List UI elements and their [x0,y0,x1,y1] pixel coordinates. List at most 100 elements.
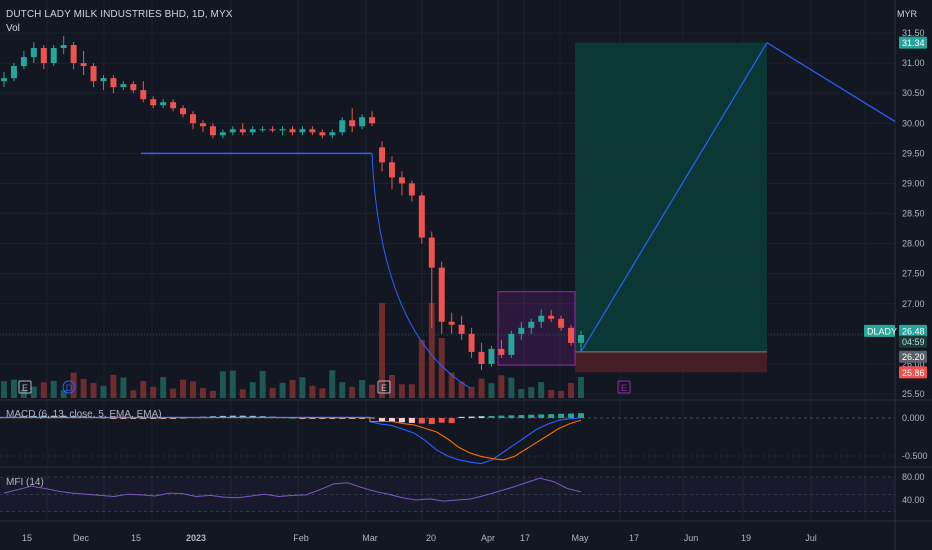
earnings-marker[interactable]: E [617,380,631,394]
volume-bar [1,381,7,398]
volume-bar [408,384,415,398]
volume-bar [30,386,37,398]
candle-body [438,267,445,322]
volume-bar [488,383,495,398]
time-label: 17 [520,533,530,543]
macd-histogram-bar [299,418,306,419]
earnings-marker[interactable]: E [377,380,391,394]
price-tick-label: 27.00 [902,299,925,309]
candle-body [160,102,167,106]
macd-label[interactable]: MACD (6, 13, close, 5, EMA, EMA) [6,409,162,420]
macd-histogram-bar [408,418,415,423]
volume-bar [339,382,346,398]
candle-body [398,177,405,184]
projection-down-line[interactable] [766,42,896,122]
volume-bar [269,387,276,398]
target-price-badge-text: 31.34 [902,38,925,48]
macd-histogram-bar [150,418,157,419]
macd-histogram-bar [329,418,336,419]
currency-label: MYR [897,9,917,19]
candle-body [150,99,157,106]
price-axis[interactable]: 31.50 31.00 30.50 30.00 29.50 29.00 28.50 28.00… [902,28,928,505]
volume-bar [219,371,226,398]
macd-histogram-bar [309,418,316,419]
candle-body [180,108,187,115]
volume-bar [10,379,17,398]
time-label: Feb [293,533,309,543]
macd-histogram-bar [339,418,346,419]
stop-zone[interactable] [575,351,767,373]
candle-body [229,129,236,133]
macd-histogram-bar [349,418,356,419]
candle-body [269,129,276,131]
candle-body [130,84,137,91]
projection-up-line[interactable] [580,42,768,353]
volume-bar [289,379,296,398]
entry-price-badge: 26.20 [899,350,927,363]
earnings-marker-frame [18,380,32,394]
price-tick-label: 26.00 [902,359,925,369]
stop-price-badge-text: 25.86 [902,368,925,378]
candle-body [528,321,535,328]
entry-price-badge-text: 26.20 [902,352,925,362]
volume-bar [239,389,246,398]
volume-bar [349,386,356,398]
volume-bar [578,377,584,398]
candle-body [100,78,107,82]
price-tick-label: 30.50 [902,88,925,98]
earnings-marker-text: E [621,383,627,393]
price-tick-label: 28.00 [902,239,925,249]
last-price-badge-text: 26.48 [902,326,925,336]
mfi-line [3,477,582,502]
volume-bar [428,303,435,398]
arc-curve[interactable] [371,153,471,389]
symbol-title[interactable]: DUTCH LADY MILK INDUSTRIES BHD, 1D, MYX [6,9,233,20]
drawings-layer[interactable] [497,42,767,373]
candle-body [90,66,97,82]
candle-body [498,348,505,355]
candle-body [259,129,266,131]
consolidation-box[interactable] [497,291,576,366]
price-tick-label: 31.00 [902,58,925,68]
candle-body [418,195,425,238]
mfi-label[interactable]: MFI (14) [6,477,44,488]
candle-body [60,45,67,49]
time-label: 2023 [186,533,206,543]
candle-body [329,132,336,136]
time-label: 17 [629,533,639,543]
volume-bar [548,390,555,398]
candle-body [359,117,366,127]
macd-histogram-bar [438,418,445,423]
time-axis[interactable]: 15 Dec 15 2023 Feb Mar 20 Apr 17 May 17 Jun 19 Jul [22,533,817,543]
macd-histogram-bar [498,415,505,418]
time-label: 20 [426,533,436,543]
volume-bar [388,374,395,398]
volume-bar [190,381,197,398]
volume-label: Vol [6,23,20,34]
volume-bar [568,382,575,398]
candle-body [190,114,197,124]
macd-tick-label: -0.500 [902,451,928,461]
candle-body [468,333,475,352]
candle-body [279,129,286,131]
target-zone[interactable] [575,42,767,352]
candle-body [80,63,87,67]
macd-histogram-bar [458,416,465,418]
dividend-marker[interactable]: D [62,380,76,394]
candle-body [339,120,346,133]
countdown-badge-text: 04:59 [902,337,925,347]
earnings-marker[interactable]: E [18,380,32,394]
macd-histogram-bar [388,418,395,422]
candle-body [568,327,575,343]
macd-histogram-bar [120,418,127,419]
volume-bar [468,386,475,398]
candle-body [1,78,7,82]
dividend-marker-text: D [66,383,73,393]
volume-bar [170,388,177,398]
candle-body [10,66,17,79]
volume-bar [160,377,167,398]
candle-body [20,57,27,67]
